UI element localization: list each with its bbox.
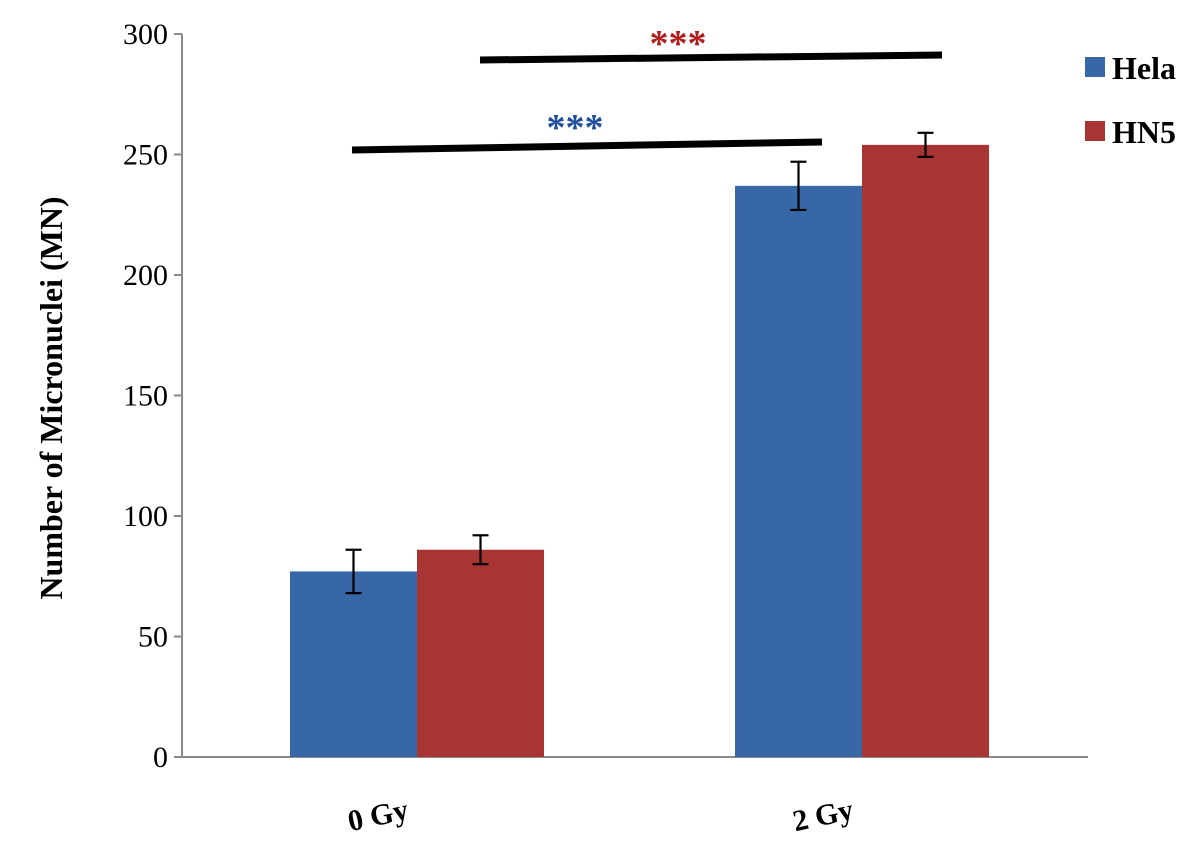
y-tick-label: 250 (123, 139, 168, 172)
y-tick-label: 300 (123, 18, 168, 51)
significance-label: *** (650, 23, 707, 65)
legend: Hela HN5 (1085, 50, 1176, 150)
legend-swatch-hela (1085, 57, 1105, 77)
bar-hn5-2gy (862, 144, 989, 758)
y-tick-label: 150 (123, 380, 168, 413)
significance-line (479, 51, 943, 64)
y-tick-label: 100 (123, 500, 168, 533)
legend-swatch-hn5 (1085, 121, 1105, 141)
significance-line (351, 138, 823, 154)
bars (290, 144, 989, 758)
legend-label-hn5: HN5 (1112, 114, 1176, 150)
y-tick-label: 0 (153, 741, 168, 774)
error-bars (345, 131, 934, 595)
bar-hn5-0gy (417, 549, 544, 757)
legend-label-hela: Hela (1112, 50, 1176, 86)
y-axis-title: Number of Micronuclei (MN) (33, 196, 69, 599)
y-tick-label: 200 (123, 259, 168, 292)
bar-hela-2gy (735, 185, 862, 757)
x-axis-categories: 0 Gy 2 Gy (345, 793, 856, 838)
x-category-label: 2 Gy (790, 793, 856, 838)
significance-label: *** (547, 107, 604, 149)
significance-markers: *** *** (351, 23, 943, 154)
bar-hela-0gy (290, 571, 417, 757)
x-category-label: 0 Gy (345, 793, 411, 838)
y-tick-label: 50 (138, 621, 168, 654)
